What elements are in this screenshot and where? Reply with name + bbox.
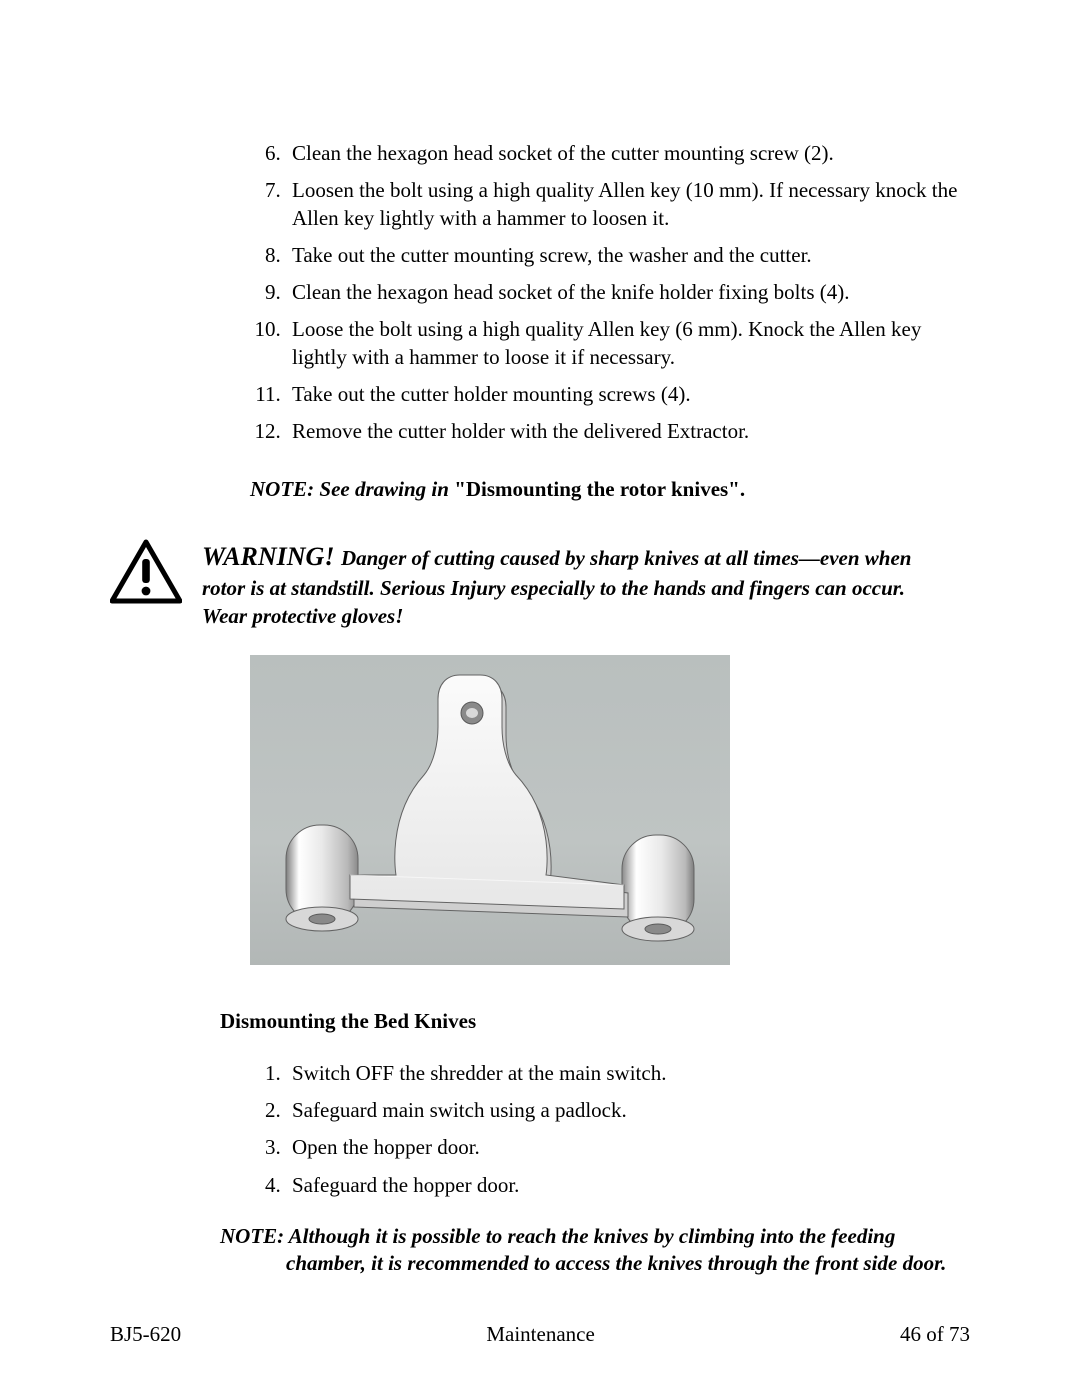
procedure-step: Take out the cutter mounting screw, the … [286,242,970,269]
plate-hole-inner [466,708,478,718]
figure-wrap [250,655,970,965]
procedure-step: Safeguard main switch using a padlock. [286,1097,970,1124]
note1-italic: NOTE: See drawing in [250,477,454,501]
procedure-step: Loosen the bolt using a high quality All… [286,177,970,232]
note1-bold: "Dismounting the rotor knives". [454,477,745,501]
left-cylinder [286,825,358,931]
right-cylinder [622,835,694,941]
procedure-step: Open the hopper door. [286,1134,970,1161]
procedure-step: Loose the bolt using a high quality Alle… [286,316,970,371]
warning-head: WARNING! [202,542,341,571]
note-access: NOTE: Although it is possible to reach t… [220,1223,970,1278]
procedure-step: Clean the hexagon head socket of the kni… [286,279,970,306]
warning-text: WARNING! Danger of cutting caused by sha… [202,539,970,631]
procedure-list-1: Clean the hexagon head socket of the cut… [250,140,970,446]
note-see-drawing: NOTE: See drawing in "Dismounting the ro… [250,476,970,503]
footer-left: BJ5-620 [110,1322,181,1347]
document-page: Clean the hexagon head socket of the cut… [0,0,1080,1397]
procedure-step: Take out the cutter holder mounting scre… [286,381,970,408]
footer-right: 46 of 73 [900,1322,970,1347]
footer-center: Maintenance [486,1322,594,1347]
plate-face [350,675,624,909]
procedure-step: Safeguard the hopper door. [286,1172,970,1199]
procedure-step: Switch OFF the shredder at the main swit… [286,1060,970,1087]
note2-line2: chamber, it is recommended to access the… [286,1250,970,1277]
warning-icon [110,539,182,605]
procedure-list-2: Switch OFF the shredder at the main swit… [250,1060,970,1199]
warning-block: WARNING! Danger of cutting caused by sha… [110,539,970,631]
page-footer: BJ5-620 Maintenance 46 of 73 [110,1322,970,1347]
extractor-figure [250,655,730,965]
procedure-step: Remove the cutter holder with the delive… [286,418,970,445]
section-title: Dismounting the Bed Knives [220,1009,970,1034]
note2-line1: NOTE: Although it is possible to reach t… [220,1224,895,1248]
procedure-list-2-block: Switch OFF the shredder at the main swit… [250,1060,970,1199]
procedure-step: Clean the hexagon head socket of the cut… [286,140,970,167]
procedure-list-1-block: Clean the hexagon head socket of the cut… [250,140,970,503]
